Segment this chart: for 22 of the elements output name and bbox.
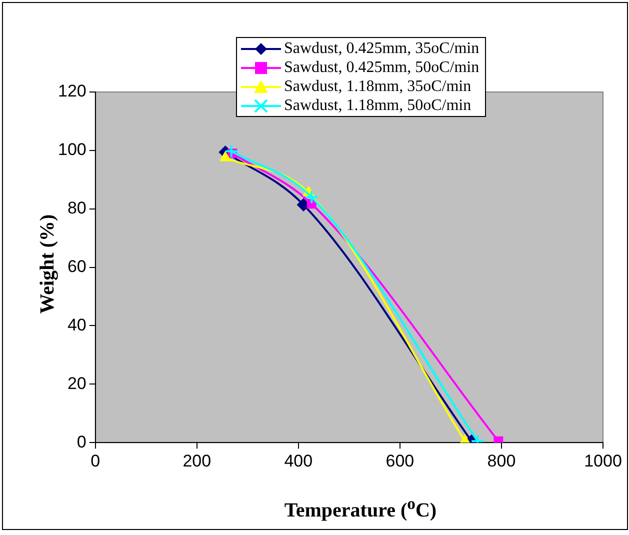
x-tick-label: 0	[90, 451, 100, 470]
legend-label: Sawdust, 0.425mm, 50oC/min	[284, 58, 480, 77]
y-axis-title: Weight (%)	[36, 214, 60, 314]
x-tick-label: 600	[386, 451, 414, 470]
point	[304, 190, 319, 204]
y-tick-label: 80	[67, 198, 86, 218]
x-axis-title: Temperature ($^{o}$C)	[283, 494, 438, 523]
y-tick-label: 20	[67, 374, 86, 393]
x-tick-label: 800	[487, 451, 516, 470]
x-tick-label: 200	[182, 451, 212, 470]
y-tick-label: 40	[67, 315, 86, 334]
y-tick-label: 100	[58, 140, 86, 160]
legend-label: Sawdust, 1.18mm, 35oC/min	[284, 77, 472, 96]
point	[224, 144, 238, 158]
y-tick-label: 60	[67, 256, 86, 276]
y-tick-label: 0	[76, 432, 86, 452]
legend-label: Sawdust, 1.18mm, 50oC/min	[284, 96, 472, 115]
x-tick-label: 1000	[584, 451, 622, 470]
legend-label: Sawdust, 0.425mm, 35oC/min	[284, 39, 480, 58]
x-tick-label: 400	[284, 451, 313, 470]
point	[220, 151, 232, 162]
y-tick-label: 120	[58, 82, 86, 101]
